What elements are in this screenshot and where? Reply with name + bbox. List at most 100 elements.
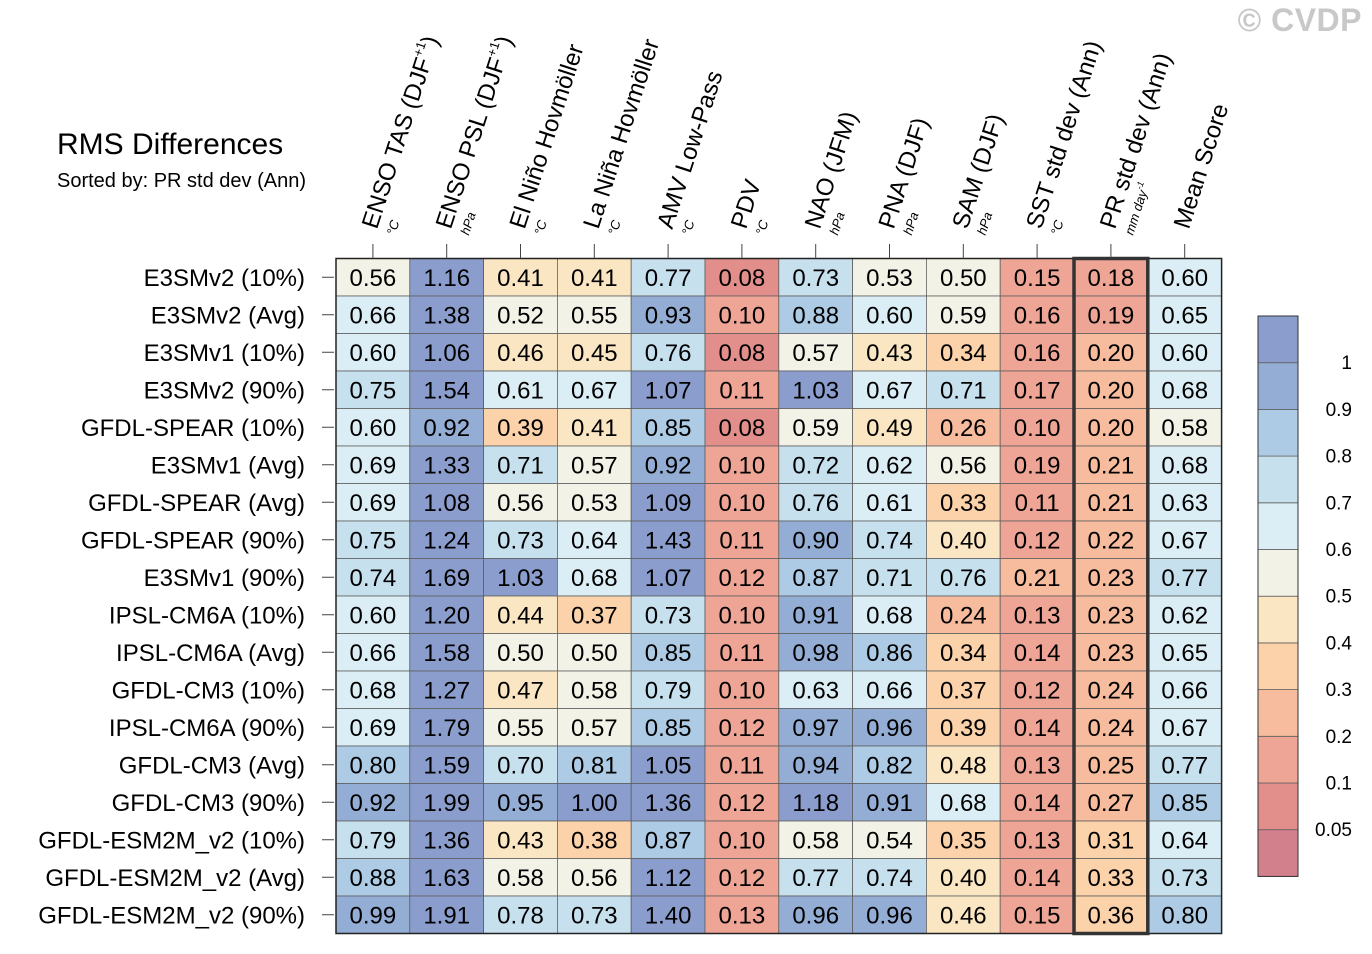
cell-value: 0.49 <box>866 415 913 442</box>
column-unit-text: °C <box>384 218 403 237</box>
heatmap-cell <box>704 745 780 784</box>
cell-value: 0.73 <box>497 527 544 554</box>
cell-value: 0.77 <box>792 865 839 892</box>
heatmap-cell <box>999 633 1075 672</box>
cell-value: 0.12 <box>1014 527 1061 554</box>
heatmap-cell <box>704 670 780 709</box>
row-label: E3SMv1 (10%) <box>144 340 305 367</box>
heatmap-cell <box>704 370 780 409</box>
cell-value: 0.69 <box>350 715 397 742</box>
cell-value: 0.94 <box>792 752 839 779</box>
cell-value: 1.79 <box>423 715 470 742</box>
cell-value: 0.96 <box>866 715 913 742</box>
cell-value: 0.61 <box>866 490 913 517</box>
cell-value: 0.67 <box>571 377 618 404</box>
heatmap-cell <box>999 783 1075 822</box>
heatmap-cell <box>1073 408 1149 447</box>
cell-value: 0.38 <box>571 827 618 854</box>
cell-value: 0.12 <box>1014 677 1061 704</box>
heatmap-cell <box>999 445 1075 484</box>
column-unit: °C <box>384 218 403 237</box>
column-unit-text: °C <box>679 218 698 237</box>
heatmap-cell <box>999 370 1075 409</box>
colorbar-segment <box>1257 549 1299 597</box>
heatmap-cell <box>778 670 853 709</box>
column-label-text: NAO (JFM) <box>800 108 863 232</box>
cell-value: 0.10 <box>719 452 766 479</box>
heatmap-cell <box>704 295 780 334</box>
cell-value: 0.36 <box>1088 902 1135 929</box>
cell-value: 1.03 <box>792 377 839 404</box>
heatmap-cell <box>557 558 632 597</box>
cell-value: 0.92 <box>350 790 397 817</box>
heatmap-cell <box>999 333 1075 372</box>
heatmap-cell <box>1073 558 1149 597</box>
column-label-group: PDV°C <box>726 177 772 237</box>
row-label: IPSL-CM6A (10%) <box>109 602 305 629</box>
cell-value: 0.10 <box>719 677 766 704</box>
colorbar-tick-label: 0.6 <box>1326 540 1352 561</box>
heatmap-cell <box>926 820 1001 859</box>
heatmap-cell <box>483 595 558 634</box>
cell-value: 0.57 <box>792 340 839 367</box>
heatmap-cell <box>926 333 1001 372</box>
cell-value: 0.66 <box>1161 677 1208 704</box>
cell-value: 0.33 <box>940 490 987 517</box>
cell-value: 0.88 <box>350 865 397 892</box>
cell-value: 0.93 <box>645 302 692 329</box>
heatmap-cell <box>409 708 484 747</box>
heatmap-cell <box>778 895 853 934</box>
column-label-text: SAM (DJF) <box>947 111 1009 232</box>
cell-value: 0.67 <box>1161 527 1208 554</box>
heatmap-cell <box>630 295 706 334</box>
cell-value: 1.69 <box>423 565 470 592</box>
cell-value: 0.67 <box>866 377 913 404</box>
row-label: IPSL-CM6A (Avg) <box>116 640 305 667</box>
column-unit-text: hPa <box>826 210 847 237</box>
heatmap-cell <box>852 745 927 784</box>
cell-value: 0.97 <box>792 715 839 742</box>
heatmap-cell <box>999 408 1075 447</box>
heatmap-cell <box>704 483 780 522</box>
heatmap-cell <box>926 295 1001 334</box>
heatmap-cell <box>557 408 632 447</box>
cell-value: 0.11 <box>719 640 764 667</box>
heatmap-cell <box>1073 708 1149 747</box>
cell-value: 0.87 <box>645 827 692 854</box>
column-unit: hPa <box>457 210 478 237</box>
cell-value: 0.08 <box>719 265 766 292</box>
cell-value: 0.44 <box>497 602 544 629</box>
heatmap-cell <box>704 895 780 934</box>
heatmap-cell <box>1147 858 1223 897</box>
column-label-text: Mean Score <box>1169 100 1235 231</box>
column-label-text: El Niño Hovmöller <box>505 41 590 232</box>
column-unit: °C <box>605 218 624 237</box>
row-label: GFDL-CM3 (10%) <box>112 677 305 704</box>
cell-value: 0.58 <box>792 827 839 854</box>
cell-value: 1.63 <box>423 865 470 892</box>
heatmap-cell <box>483 670 558 709</box>
cell-value: 1.07 <box>645 377 692 404</box>
colorbar-tick-label: 0.7 <box>1326 493 1352 514</box>
heatmap-cell <box>409 670 484 709</box>
cell-value: 0.48 <box>940 752 987 779</box>
cell-value: 0.50 <box>940 265 987 292</box>
cell-value: 0.27 <box>1088 790 1135 817</box>
heatmap-cell <box>335 670 411 709</box>
column-label: AMV Low-Pass <box>652 67 728 231</box>
heatmap-cell <box>335 858 411 897</box>
column-label-text: AMV Low-Pass <box>652 67 728 231</box>
heatmap-cell <box>852 895 927 934</box>
cell-value: 0.11 <box>719 377 764 404</box>
heatmap-cell <box>704 408 780 447</box>
cell-value: 0.25 <box>1088 752 1135 779</box>
cell-value: 0.76 <box>940 565 987 592</box>
cell-value: 0.11 <box>719 527 764 554</box>
cell-value: 0.47 <box>497 677 544 704</box>
heatmap-cell <box>1073 445 1149 484</box>
cell-value: 0.10 <box>719 602 766 629</box>
cell-value: 0.40 <box>940 527 987 554</box>
column-label-text: PNA (DJF) <box>874 114 935 231</box>
cell-value: 0.74 <box>350 565 397 592</box>
heatmap-cell <box>557 483 632 522</box>
